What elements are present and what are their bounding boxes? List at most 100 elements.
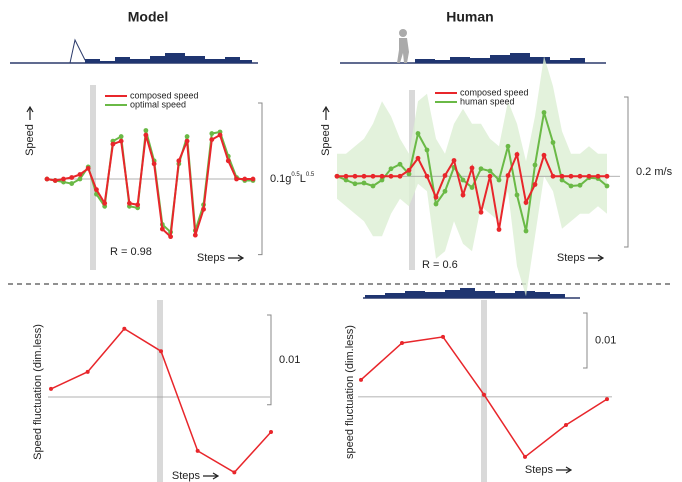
scale-label-part: 0.2 m/s <box>636 166 673 178</box>
data-point <box>424 147 430 153</box>
axis-arrow <box>26 105 34 120</box>
data-point <box>496 177 502 183</box>
data-point <box>460 177 466 183</box>
data-point <box>77 176 83 182</box>
highlight-band <box>157 300 163 482</box>
data-point <box>496 227 502 232</box>
data-point <box>441 334 445 339</box>
data-point <box>370 173 376 179</box>
data-point <box>577 182 583 188</box>
legend-label: composed speed <box>460 87 529 97</box>
data-point <box>201 206 206 212</box>
data-point <box>359 377 363 382</box>
data-point <box>343 177 349 183</box>
data-point <box>176 158 182 164</box>
scale-label-part: 0.1g <box>270 173 291 185</box>
scale-label: 0.1g0.5L0.5 <box>270 171 315 184</box>
data-point <box>143 132 149 138</box>
data-point <box>505 173 511 178</box>
data-point <box>604 183 610 189</box>
data-point <box>397 173 403 179</box>
data-point <box>559 173 565 179</box>
axis-arrow <box>588 254 605 262</box>
series-line <box>46 133 253 239</box>
annotation: R = 0.6 <box>422 259 458 271</box>
data-point <box>532 182 538 187</box>
data-point <box>451 158 457 163</box>
data-point <box>577 173 583 179</box>
data-point <box>388 166 394 172</box>
data-point <box>487 168 493 174</box>
data-point <box>550 140 556 145</box>
scale-label-part: 0.01 <box>279 354 300 366</box>
data-point <box>77 172 83 177</box>
data-point <box>564 422 568 427</box>
data-point <box>379 173 385 179</box>
data-point <box>559 177 565 183</box>
data-point <box>442 188 448 194</box>
data-point <box>352 181 358 187</box>
charts: 0.1g0.5L0.5 composed speed optimal speed Mo… <box>24 9 673 482</box>
data-point <box>406 167 412 173</box>
data-point <box>126 200 132 206</box>
scale-label: 0.01 <box>279 354 300 366</box>
scale-bar <box>624 96 629 248</box>
data-point <box>184 138 190 144</box>
data-point <box>232 470 237 475</box>
data-point <box>568 183 574 189</box>
legend-label: optimal speed <box>130 99 186 109</box>
data-point <box>102 200 108 206</box>
data-point <box>523 454 527 459</box>
data-point <box>361 173 367 179</box>
data-point <box>605 397 609 402</box>
data-point <box>61 176 66 182</box>
data-point <box>514 152 520 157</box>
data-point <box>343 173 349 179</box>
data-point <box>595 173 601 179</box>
axis-arrow <box>556 466 573 474</box>
data-point <box>85 166 91 171</box>
y-axis-label: Speed <box>24 124 36 156</box>
axis-arrow <box>228 254 245 262</box>
series-line <box>46 130 253 235</box>
data-point <box>122 326 127 331</box>
data-point <box>334 173 340 179</box>
data-point <box>568 173 574 179</box>
axis-arrow <box>322 105 330 120</box>
scale-label: 0.01 <box>595 334 616 346</box>
data-point <box>415 131 421 136</box>
data-point <box>44 176 50 182</box>
bottom-strip <box>363 288 580 299</box>
data-point <box>541 110 547 115</box>
data-point <box>159 349 163 354</box>
data-point <box>415 155 421 161</box>
data-point <box>433 194 439 200</box>
data-point <box>242 176 248 182</box>
data-point <box>250 176 256 182</box>
data-point <box>225 158 231 164</box>
data-point <box>406 171 412 177</box>
human-strip <box>340 29 606 64</box>
scale-label-part: 0.01 <box>595 334 616 346</box>
data-point <box>482 392 486 397</box>
scale-bar <box>267 314 272 406</box>
data-point <box>397 161 403 167</box>
data-point <box>505 143 511 149</box>
data-point <box>69 175 75 180</box>
x-axis-label: Steps <box>525 464 554 476</box>
data-point <box>85 369 90 374</box>
data-point <box>69 181 75 186</box>
data-point <box>361 180 367 186</box>
data-point <box>400 340 404 345</box>
data-point <box>532 162 538 168</box>
y-axis-label: Speed <box>320 124 332 156</box>
data-point <box>424 173 430 179</box>
data-point <box>234 176 239 182</box>
annotation: R = 0.98 <box>110 246 152 258</box>
data-point <box>269 430 273 435</box>
chart-title: Model <box>128 9 168 25</box>
data-point <box>192 232 198 238</box>
data-point <box>352 173 358 179</box>
data-point <box>143 128 149 133</box>
